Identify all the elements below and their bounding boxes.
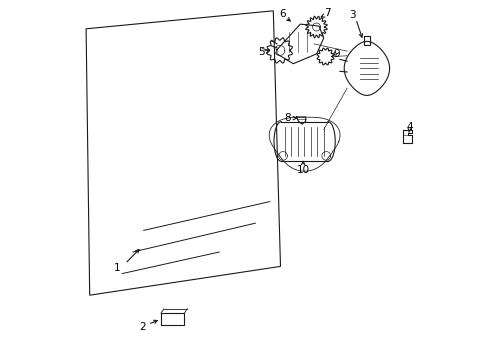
Text: 7: 7: [324, 8, 330, 18]
Text: 3: 3: [348, 10, 355, 20]
Text: 6: 6: [279, 9, 285, 19]
Text: 2: 2: [140, 322, 146, 332]
Text: 4: 4: [405, 122, 412, 132]
Bar: [363, 36, 369, 45]
Bar: [161, 313, 184, 325]
Text: 1: 1: [113, 263, 120, 273]
Text: 5: 5: [258, 47, 264, 57]
Text: 10: 10: [296, 165, 309, 175]
Text: 8: 8: [284, 113, 290, 123]
Text: 9: 9: [333, 49, 339, 59]
